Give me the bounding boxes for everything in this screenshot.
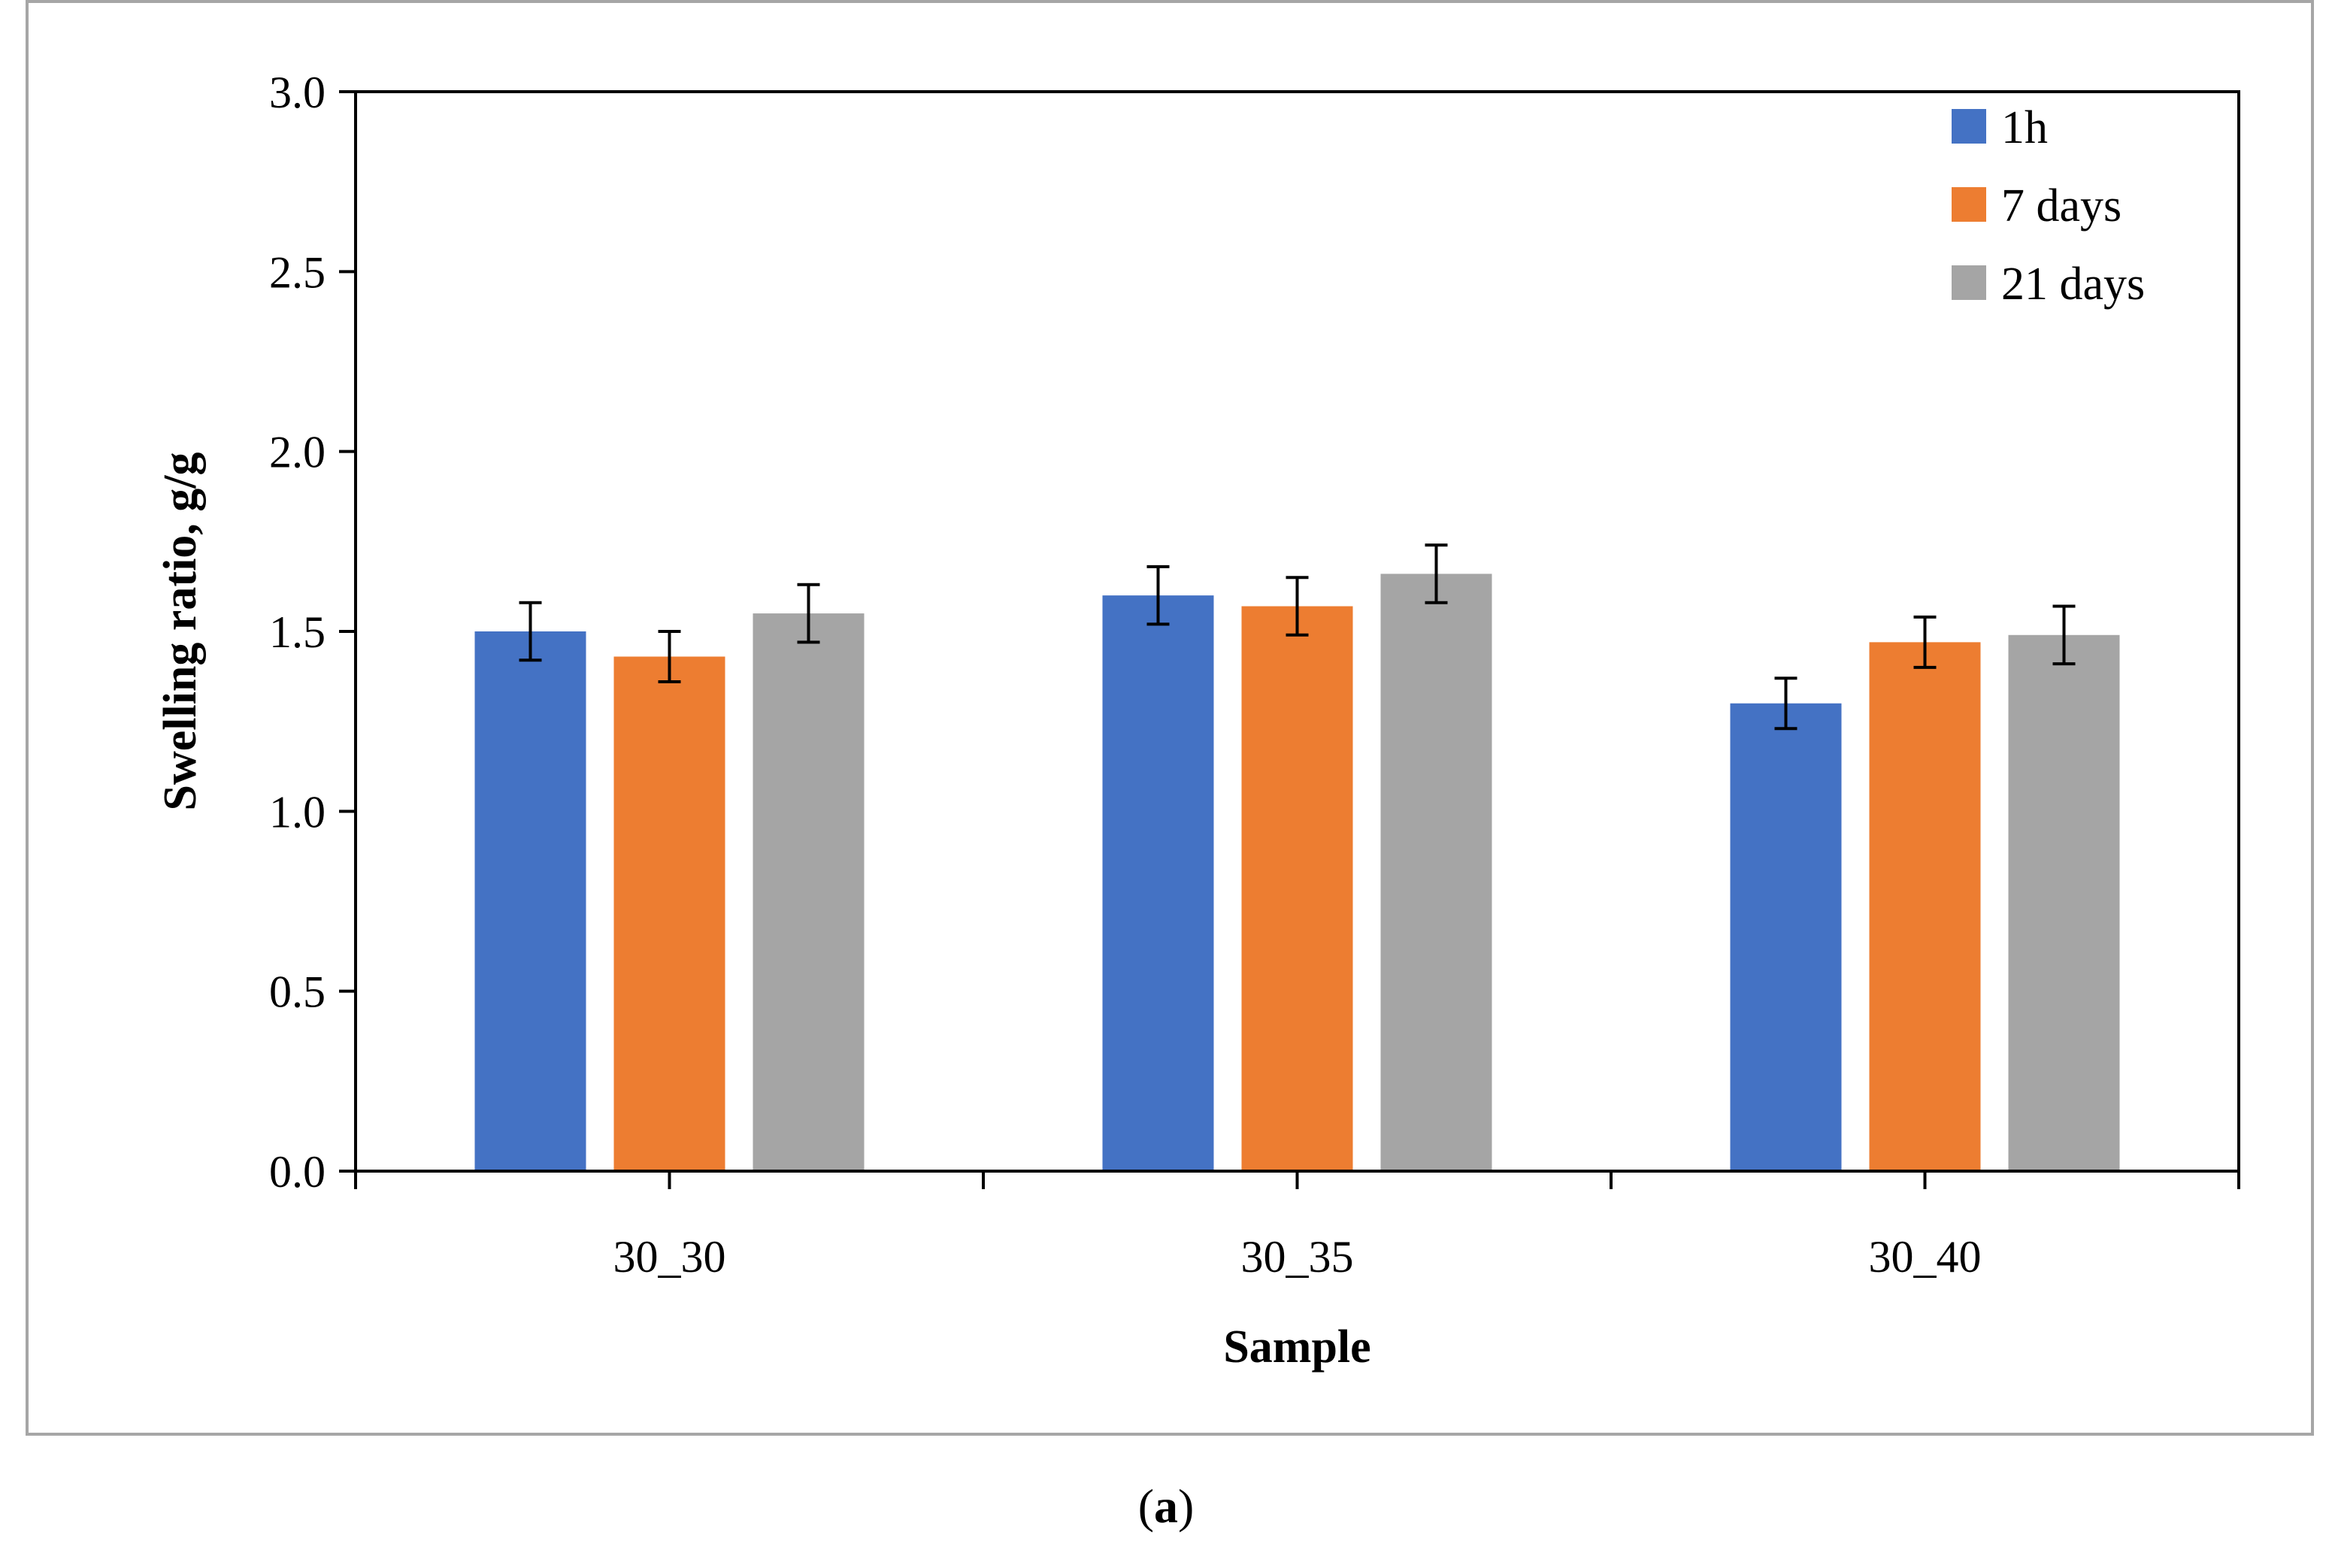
legend-item-7-days: 7 days [1952,180,2122,232]
legend-swatch [1952,265,1986,300]
error-bar-30_35-21-days [1425,543,1448,604]
bar-30_35-7-days [1241,606,1353,1171]
legend-label: 21 days [2001,259,2145,310]
bar-30_30-7-days [613,656,725,1171]
x-axis-title: Sample [1223,1321,1370,1373]
error-bar-30_30-21-days [797,583,820,644]
legend-label: 1h [2001,102,2048,153]
error-bar-30_35-7-days [1286,576,1309,637]
y-tick-label: 3.0 [269,68,326,117]
caption-open: ( [1137,1479,1154,1533]
legend-item-1h: 1h [1952,102,2048,153]
bar-30_40-21-days [2008,634,2120,1171]
bar-30_35-1h [1102,595,1214,1171]
y-tick-label: 0.0 [269,1147,326,1197]
figure-caption: (a) [0,1482,2332,1530]
legend-item-21-days: 21 days [1952,259,2145,310]
bars-layer [474,574,2120,1171]
bar-30_40-7-days [1869,642,1981,1171]
bar-30_35-21-days [1380,574,1492,1171]
y-tick-label: 0.5 [269,967,326,1017]
bar-30_30-21-days [753,613,865,1171]
error-bar-30_40-21-days [2052,604,2076,666]
y-axis-title: Swelling ratio, g/g [155,452,206,810]
bar-30_40-1h [1730,703,1842,1171]
legend-label: 7 days [2001,180,2122,232]
y-tick-label: 2.5 [269,247,326,297]
x-category-label: 30_40 [1869,1232,1982,1282]
x-category-label: 30_35 [1241,1232,1354,1282]
y-tick-label: 1.0 [269,787,326,837]
axes-layer [339,90,2240,1189]
error-bar-30_40-7-days [1913,615,1937,669]
labels-layer: 0.0 0.5 1.0 1.5 2.0 2.5 3.0 30_30 30_35 30_40 Samp… [155,68,1982,1373]
caption-letter: a [1154,1479,1178,1533]
error-bar-30_35-1h [1146,565,1170,626]
error-bar-30_30-7-days [658,630,681,684]
y-tick-label: 1.5 [269,607,326,657]
bar-30_30-1h [474,631,586,1171]
error-bars-layer [519,543,2076,731]
y-tick-label: 2.0 [269,428,326,477]
error-bar-30_30-1h [519,601,542,662]
error-bar-30_40-1h [1774,677,1797,731]
caption-close: ) [1178,1479,1195,1533]
legend: 1h 7 days 21 days [1952,102,2145,310]
x-category-label: 30_30 [613,1232,726,1282]
legend-swatch [1952,109,1986,144]
legend-swatch [1952,187,1986,222]
